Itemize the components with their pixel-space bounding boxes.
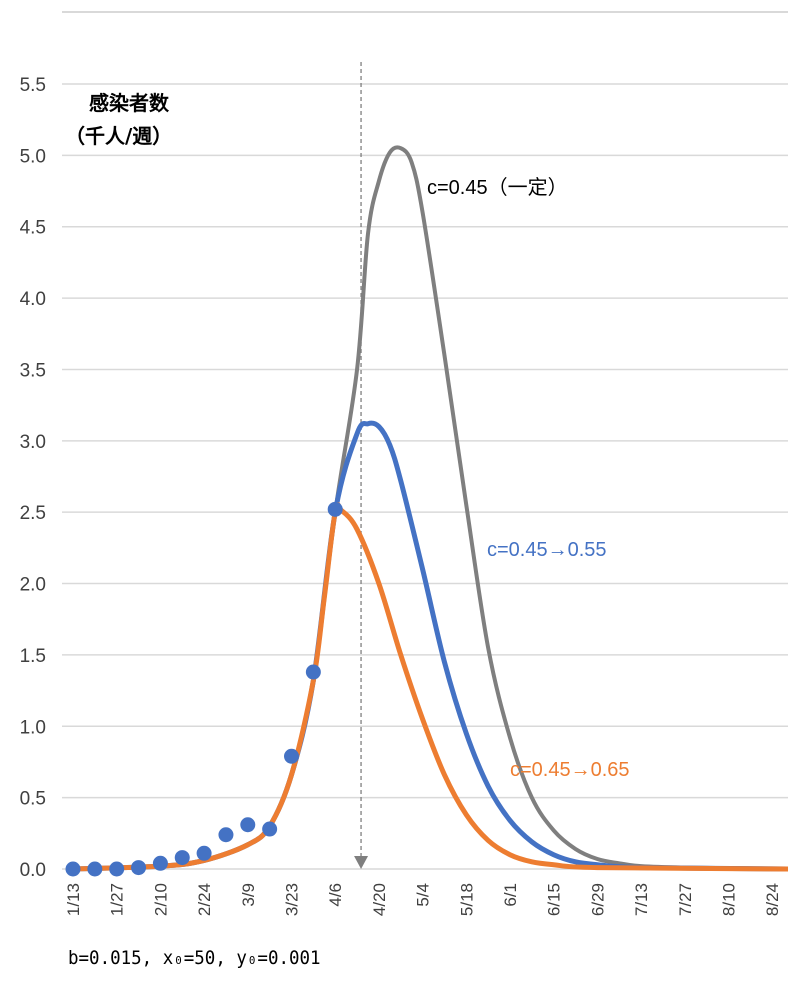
curve-orange [70, 502, 788, 872]
y-tick-label: 4.5 [20, 218, 46, 239]
observed-points [65, 501, 343, 877]
observed-point [109, 861, 125, 877]
marker-arrowhead [354, 856, 369, 869]
x-tick-label: 6/29 [588, 883, 607, 916]
observed-point [218, 827, 234, 843]
y-tick-label: 3.5 [20, 360, 46, 381]
curve-gray [71, 145, 788, 871]
y-tick-label: 3.0 [20, 432, 46, 453]
y-axis-label-line2: （千人/週） [65, 124, 172, 148]
x-axis-ticks: 1/13 1/27 2/10 2/24 3/9 3/23 4/6 4/20 5/4 5/18 6/1… [64, 883, 782, 916]
observed-point [65, 861, 81, 877]
observed-point [240, 817, 256, 833]
x-tick-label: 2/24 [195, 883, 214, 916]
x-tick-label: 1/27 [108, 883, 127, 916]
y-axis-ticks: 0.0 0.5 1.0 1.5 2.0 2.5 3.0 3.5 4.0 4.5 5.0 5.5 [20, 75, 46, 881]
x-tick-label: 5/4 [414, 883, 433, 907]
x-tick-label: 2/10 [151, 883, 170, 916]
x-tick-label: 6/15 [545, 883, 564, 916]
x-tick-label: 7/13 [632, 883, 651, 916]
x-tick-label: 4/20 [370, 883, 389, 916]
x-tick-label: 4/6 [326, 883, 345, 907]
observed-point [262, 821, 278, 837]
observed-point [87, 861, 103, 877]
x-tick-label: 3/9 [239, 883, 258, 907]
model-curves [70, 145, 788, 872]
series-label-gray: c=0.45（一定） [427, 176, 568, 199]
y-tick-label: 2.5 [20, 503, 46, 524]
series-label-blue: c=0.45→0.55 [487, 539, 607, 561]
x-tick-label: 8/24 [763, 883, 782, 916]
y-tick-label: 4.0 [20, 289, 46, 310]
y-tick-label: 0.0 [20, 860, 46, 881]
series-label-orange: c=0.45→0.65 [510, 759, 630, 781]
x-tick-label: 3/23 [283, 883, 302, 916]
observed-point [131, 860, 147, 876]
y-tick-label: 5.5 [20, 75, 46, 96]
observed-point [305, 664, 321, 680]
x-tick-label: 5/18 [457, 883, 476, 916]
x-tick-label: 8/10 [720, 883, 739, 916]
curve-blue [70, 420, 788, 872]
y-tick-label: 5.0 [20, 146, 46, 167]
date-marker [354, 62, 369, 869]
observed-point [196, 845, 212, 861]
x-tick-label: 7/27 [676, 883, 695, 916]
observed-point [152, 855, 168, 871]
model-parameters-note: b=0.015, x₀=50, y₀=0.001 [68, 947, 321, 969]
x-tick-label: 1/13 [64, 883, 83, 916]
y-axis-label-line1: 感染者数 [89, 91, 170, 115]
observed-point [174, 850, 190, 866]
x-tick-label: 6/1 [501, 883, 520, 907]
y-tick-label: 1.0 [20, 717, 46, 738]
observed-point [327, 501, 343, 517]
observed-point [284, 748, 299, 764]
y-tick-label: 1.5 [20, 646, 46, 667]
y-tick-label: 2.0 [20, 575, 46, 596]
y-tick-label: 0.5 [20, 789, 46, 810]
